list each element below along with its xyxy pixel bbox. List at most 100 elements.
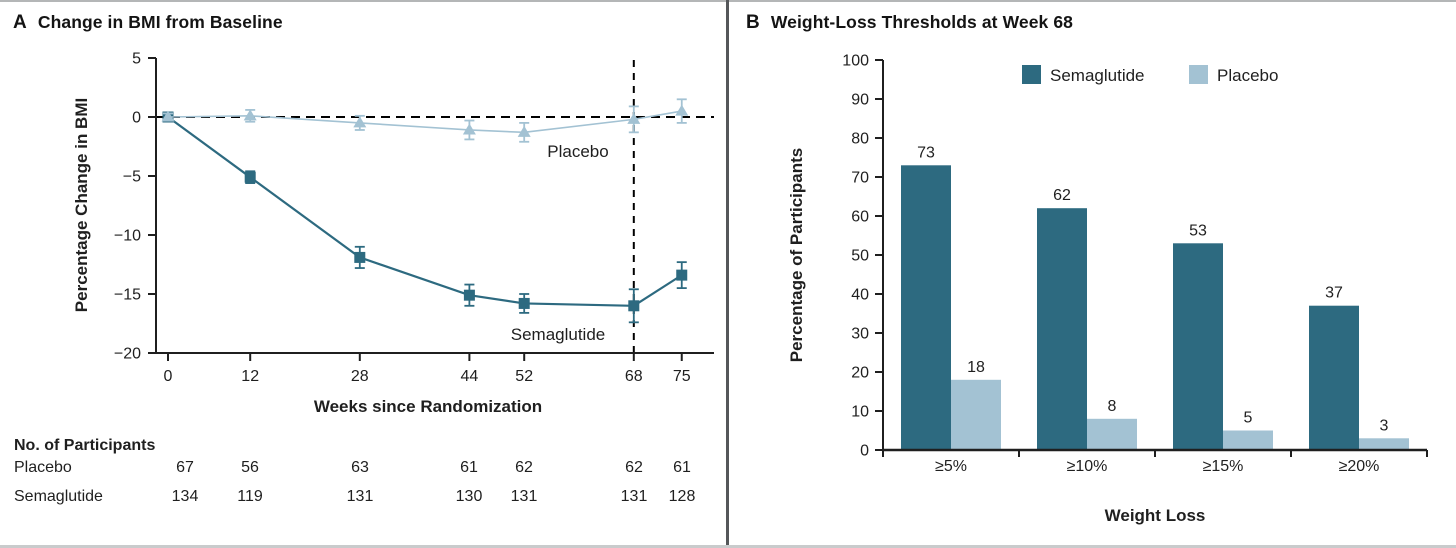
- y-tick-label: 70: [851, 170, 869, 187]
- x-tick-label: 75: [673, 368, 691, 385]
- participants-row-label: Semaglutide: [14, 488, 103, 505]
- category-label: ≥15%: [1203, 458, 1244, 475]
- semaglutide-series-label: Semaglutide: [511, 325, 606, 344]
- y-axis-title: Percentage Change in BMI: [72, 98, 91, 312]
- bar-group: 53 5 ≥15%: [1173, 222, 1273, 475]
- x-tick-label: 68: [625, 368, 643, 385]
- bottom-border: [0, 545, 1456, 548]
- semaglutide-bar: [901, 165, 951, 451]
- y-tick-label: −15: [114, 287, 141, 304]
- bar-group: 62 8 ≥10%: [1037, 187, 1137, 475]
- participants-value: 63: [351, 459, 369, 476]
- participants-heading: No. of Participants: [14, 437, 156, 454]
- x-tick-label: 44: [461, 368, 479, 385]
- square-marker: [676, 269, 688, 281]
- y-tick-label: 0: [860, 443, 869, 460]
- triangle-marker: [462, 123, 476, 135]
- panel-a-header: A Change in BMI from Baseline: [13, 12, 283, 34]
- participants-value: 134: [171, 488, 199, 505]
- semaglutide-bar-value: 53: [1189, 222, 1207, 239]
- participants-value: 56: [241, 459, 259, 476]
- square-marker: [518, 297, 530, 309]
- participants-rows: Placebo 67 56 63 61 62 62 61 Semaglutide 134 119 13…: [0, 459, 726, 513]
- x-tick-label: 0: [164, 368, 173, 385]
- y-tick-label: 5: [132, 51, 141, 68]
- category-label: ≥20%: [1339, 458, 1380, 475]
- triangle-marker: [675, 104, 689, 116]
- semaglutide-bar: [1173, 243, 1223, 450]
- semaglutide-bar-value: 37: [1325, 285, 1343, 302]
- bar-group: 73 18 ≥5%: [901, 144, 1001, 475]
- placebo-bar: [1087, 418, 1137, 450]
- panel-b-header: B Weight-Loss Thresholds at Week 68: [746, 12, 1073, 34]
- participants-value: 130: [455, 488, 483, 505]
- legend: Semaglutide Placebo: [1022, 65, 1278, 85]
- x-tick-label: 12: [241, 368, 259, 385]
- category-label: ≥10%: [1067, 458, 1108, 475]
- square-marker: [354, 251, 366, 263]
- semaglutide-bar: [1037, 208, 1087, 450]
- semaglutide-bar-value: 62: [1053, 187, 1071, 204]
- placebo-bar-value: 5: [1244, 410, 1253, 427]
- semaglutide-bar: [1309, 305, 1359, 450]
- triangle-marker: [517, 125, 531, 137]
- legend-label-semaglutide: Semaglutide: [1050, 66, 1145, 85]
- participants-table: No. of Participants Placebo 67 56 63 61 62 62 6…: [0, 437, 726, 513]
- placebo-bar: [951, 379, 1001, 450]
- participants-value: 128: [668, 488, 696, 505]
- x-axis-title: Weeks since Randomization: [314, 397, 542, 416]
- y-tick-label: 100: [842, 53, 869, 70]
- placebo-bar-value: 18: [967, 359, 985, 376]
- triangle-marker: [353, 116, 367, 128]
- participants-row: Semaglutide 134 119 131 130 131 131 128: [0, 488, 726, 513]
- panel-divider: [726, 0, 729, 548]
- category-label: ≥5%: [935, 458, 967, 475]
- triangle-marker: [243, 109, 257, 121]
- participants-row-label: Placebo: [14, 459, 72, 476]
- square-marker: [463, 289, 475, 301]
- placebo-bar: [1223, 430, 1273, 450]
- y-tick-label: 20: [851, 365, 869, 382]
- y-tick-label: 50: [851, 248, 869, 265]
- placebo-bar: [1359, 438, 1409, 450]
- participants-value: 61: [673, 459, 691, 476]
- legend-swatch-semaglutide: [1022, 65, 1041, 84]
- y-tick-label: 80: [851, 131, 869, 148]
- semaglutide-bar-value: 73: [917, 144, 935, 161]
- square-marker: [244, 171, 256, 183]
- placebo-bar-value: 3: [1380, 417, 1389, 434]
- participants-value: 62: [625, 459, 643, 476]
- y-tick-label: −5: [123, 169, 141, 186]
- participants-row: Placebo 67 56 63 61 62 62 61: [0, 459, 726, 484]
- panel-a: A Change in BMI from Baseline 5 0 −5 −10 −15 −…: [0, 0, 726, 548]
- x-tick-label: 28: [351, 368, 369, 385]
- placebo-series: [161, 98, 689, 143]
- y-tick-label: 60: [851, 209, 869, 226]
- placebo-series-label: Placebo: [547, 142, 608, 161]
- participants-value: 131: [510, 488, 538, 505]
- x-axis-title: Weight Loss: [1105, 506, 1206, 525]
- participants-value: 131: [346, 488, 374, 505]
- placebo-bar-value: 8: [1108, 398, 1117, 415]
- participants-value: 67: [176, 459, 194, 476]
- x-tick-label: 52: [515, 368, 533, 385]
- legend-swatch-placebo: [1189, 65, 1208, 84]
- participants-value: 119: [237, 488, 263, 505]
- series-line: [167, 110, 682, 134]
- triangle-marker: [161, 110, 175, 122]
- panel-b-title: Weight-Loss Thresholds at Week 68: [770, 12, 1073, 32]
- panel-b: B Weight-Loss Thresholds at Week 68 100 90…: [730, 0, 1456, 548]
- participants-value: 131: [620, 488, 648, 505]
- y-tick-label: 0: [132, 110, 141, 127]
- bmi-change-line-chart: 5 0 −5 −10 −15 −20 Percentage Change in BMI 0 12…: [72, 51, 714, 416]
- y-tick-label: 30: [851, 326, 869, 343]
- panel-a-letter: A: [13, 12, 27, 33]
- y-tick-label: 40: [851, 287, 869, 304]
- y-tick-label: 10: [851, 404, 869, 421]
- y-axis-title: Percentage of Participants: [787, 148, 806, 362]
- participants-value: 61: [460, 459, 478, 476]
- square-marker: [628, 300, 640, 312]
- panel-a-title: Change in BMI from Baseline: [37, 12, 283, 32]
